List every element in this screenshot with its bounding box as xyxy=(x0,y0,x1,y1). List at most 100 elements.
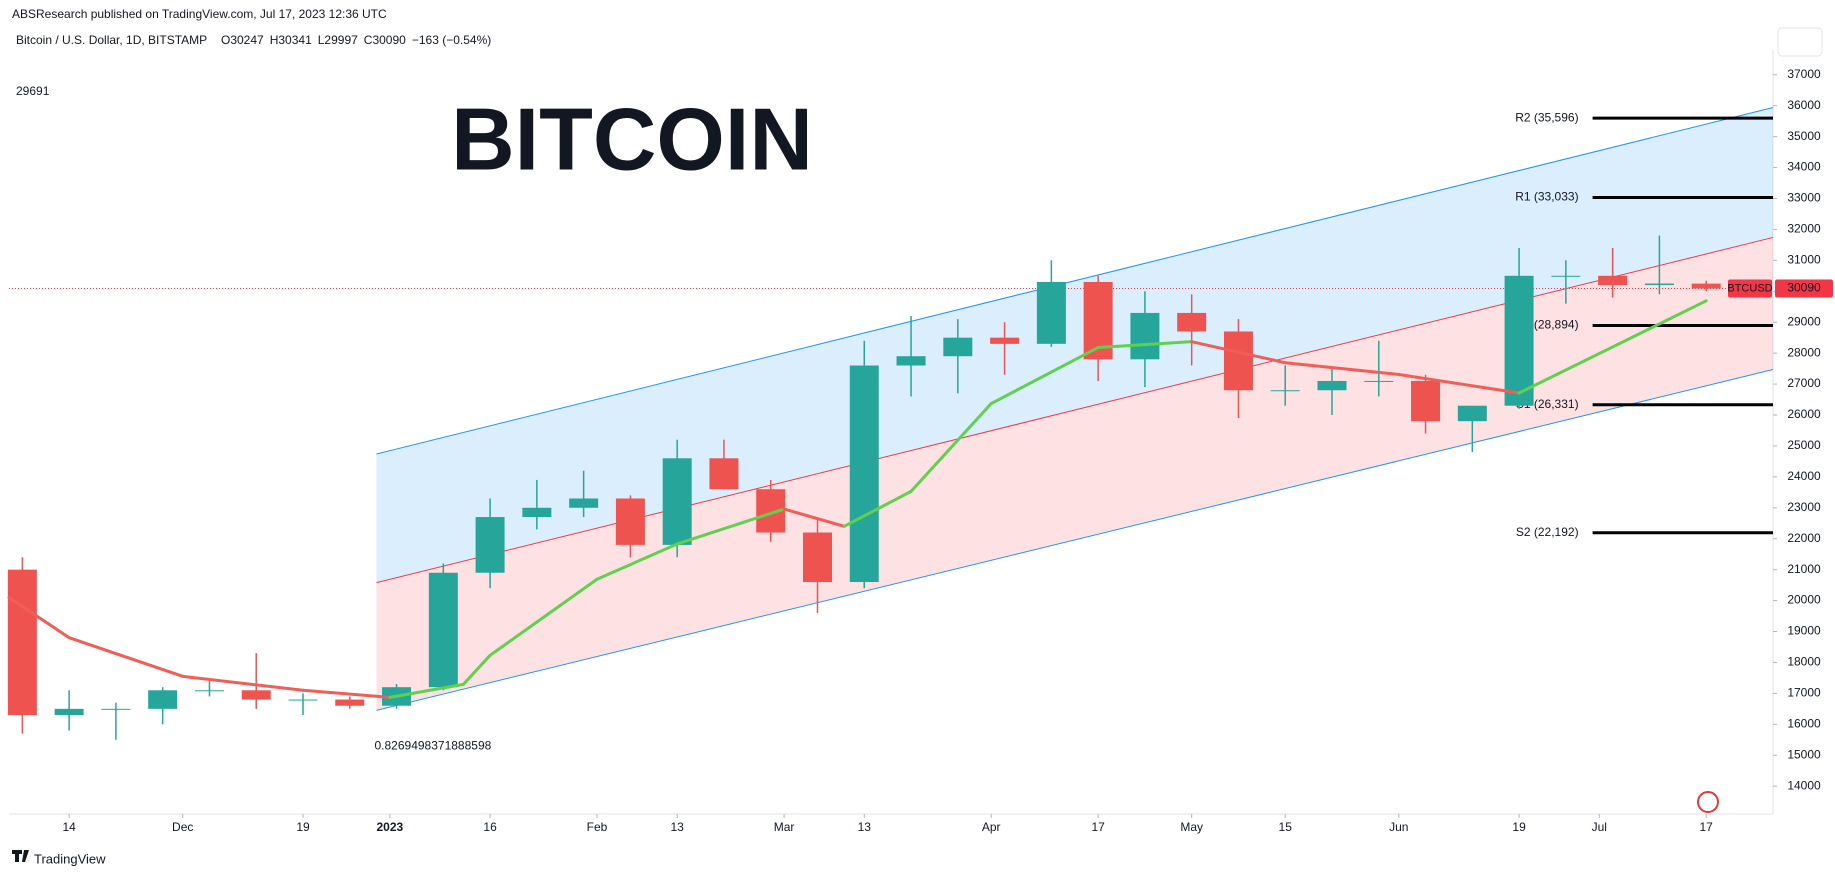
candle-body xyxy=(1691,283,1721,289)
candle-body xyxy=(101,708,131,710)
candle-body xyxy=(194,690,224,692)
candle-body xyxy=(615,498,645,545)
channel-upper xyxy=(376,107,1774,455)
moving-average xyxy=(842,489,913,528)
moving-average xyxy=(909,402,993,493)
candle-body xyxy=(803,532,832,583)
candle-body xyxy=(1644,283,1674,286)
candle-body xyxy=(522,507,552,518)
moving-average xyxy=(1397,372,1521,395)
flag-icon[interactable] xyxy=(1697,791,1719,813)
price-tag xyxy=(1775,279,1833,298)
candle-body xyxy=(241,690,271,700)
candle-body xyxy=(1130,312,1160,360)
candle-body xyxy=(428,572,458,688)
candle-body xyxy=(1551,275,1581,277)
candle-body xyxy=(1504,275,1534,406)
y-tick-label: 24000 xyxy=(1787,469,1821,483)
x-tick-label: Jul xyxy=(1592,820,1607,834)
candle-body xyxy=(709,458,739,490)
y-tick-label: 37000 xyxy=(1787,67,1821,81)
y-tick-label: 16000 xyxy=(1787,716,1821,730)
x-tick-label: 17 xyxy=(1091,820,1105,834)
x-tick-label: Feb xyxy=(587,820,608,834)
x-tick-label: 13 xyxy=(858,820,872,834)
level-label: R1 (33,033) xyxy=(1515,190,1578,204)
candle-body xyxy=(1317,380,1347,391)
candle-body xyxy=(1457,405,1487,422)
candle-body xyxy=(1598,275,1628,286)
x-tick-label: 19 xyxy=(296,820,310,834)
candle-body xyxy=(662,458,692,545)
candle-body xyxy=(54,708,84,716)
x-tick-label: Dec xyxy=(172,820,193,834)
channel-lower-fill xyxy=(376,237,1773,711)
candle-body xyxy=(148,690,178,709)
y-tick-label: 23000 xyxy=(1787,500,1821,514)
candle-body xyxy=(896,356,926,366)
ohlc-label: −163 (−0.54%) xyxy=(412,33,491,47)
y-tick-label: 33000 xyxy=(1787,191,1821,205)
channel-middle xyxy=(376,236,1774,584)
y-tick-label: 26000 xyxy=(1787,407,1821,421)
y-tick-label: 25000 xyxy=(1787,438,1821,452)
candle-body xyxy=(1364,380,1394,382)
symbol-tag xyxy=(1728,279,1772,298)
x-tick-label: 14 xyxy=(62,820,76,834)
y-tick-label: 32000 xyxy=(1787,222,1821,236)
candle-body xyxy=(1270,390,1300,392)
moving-average xyxy=(7,595,71,640)
y-tick-label: 19000 xyxy=(1787,624,1821,638)
moving-average xyxy=(675,507,786,546)
y-tick-label: 27000 xyxy=(1787,376,1821,390)
y-tick-label: 22000 xyxy=(1787,531,1821,545)
x-tick-label: Mar xyxy=(774,820,795,834)
x-tick-label: 15 xyxy=(1279,820,1293,834)
ohlc-label: C30090 xyxy=(364,33,406,47)
price-tag-label: 30090 xyxy=(1787,281,1821,295)
candle-body xyxy=(1411,380,1441,422)
ohlc-label: L29997 xyxy=(318,33,358,47)
y-tick-label: 34000 xyxy=(1787,160,1821,174)
y-tick-label: 20000 xyxy=(1787,593,1821,607)
y-tick-label: 14000 xyxy=(1787,778,1821,792)
candle-body xyxy=(7,569,37,716)
x-tick-label: 17 xyxy=(1700,820,1714,834)
settings-button[interactable] xyxy=(1777,27,1823,57)
correlation-label: 0.8269498371888598 xyxy=(375,739,492,753)
x-tick-label: 13 xyxy=(671,820,685,834)
y-tick-label: 28000 xyxy=(1787,345,1821,359)
symbol: Bitcoin / U.S. Dollar, 1D, BITSTAMP xyxy=(16,33,207,47)
y-tick-label: 17000 xyxy=(1787,686,1821,700)
x-tick-label: Apr xyxy=(982,820,1001,834)
candle-body xyxy=(849,365,879,583)
symbol-tag-label: BTCUSD xyxy=(1727,282,1772,294)
level-label: (28,894) xyxy=(1534,318,1579,332)
x-tick-label: 2023 xyxy=(377,820,404,834)
moving-average xyxy=(595,542,679,581)
candle-body xyxy=(569,498,599,508)
y-tick-label: 29000 xyxy=(1787,314,1821,328)
footer: TradingView xyxy=(34,851,106,866)
candle-body xyxy=(335,699,365,706)
moving-average xyxy=(1283,361,1401,376)
x-tick-label: 16 xyxy=(483,820,497,834)
candle-body xyxy=(1223,331,1253,391)
y-tick-label: 15000 xyxy=(1787,747,1821,761)
candle-body xyxy=(1177,312,1207,332)
candle-body xyxy=(1036,281,1066,344)
footer-logo xyxy=(12,850,29,862)
x-tick-label: May xyxy=(1180,820,1203,834)
y-tick-label: 21000 xyxy=(1787,562,1821,576)
y-tick-label: 35000 xyxy=(1787,129,1821,143)
moving-average xyxy=(1190,340,1287,365)
channel-lower xyxy=(376,369,1774,711)
moving-average xyxy=(301,688,392,699)
ohlc-label: H30341 xyxy=(270,33,312,47)
moving-average xyxy=(989,346,1100,406)
y-tick-label: 36000 xyxy=(1787,98,1821,112)
level-label: S2 (22,192) xyxy=(1516,525,1579,539)
moving-average xyxy=(181,674,305,692)
